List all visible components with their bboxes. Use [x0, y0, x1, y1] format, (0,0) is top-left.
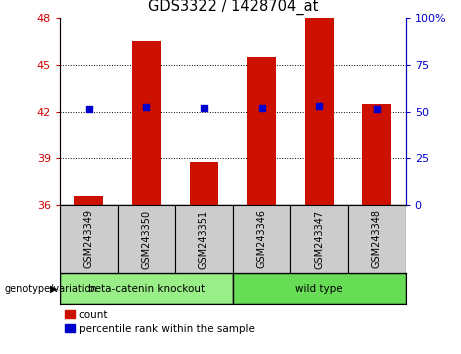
Bar [305, 18, 334, 205]
Bar [362, 104, 391, 205]
Bar [233, 273, 406, 304]
Bar [132, 41, 161, 205]
Bar [290, 205, 348, 273]
Text: genotype/variation: genotype/variation [5, 284, 97, 293]
Text: wild type: wild type [296, 284, 343, 293]
Bar [175, 205, 233, 273]
Legend: count, percentile rank within the sample: count, percentile rank within the sample [65, 310, 254, 334]
Point [85, 106, 92, 112]
Point [373, 106, 381, 112]
Bar [118, 205, 175, 273]
Text: GSM243350: GSM243350 [142, 209, 151, 269]
Bar [247, 57, 276, 205]
Point [258, 105, 266, 111]
Text: GSM243348: GSM243348 [372, 210, 382, 268]
Point [142, 104, 150, 110]
Text: ▶: ▶ [50, 284, 58, 293]
Bar [60, 273, 233, 304]
Title: GDS3322 / 1428704_at: GDS3322 / 1428704_at [148, 0, 318, 15]
Text: GSM243347: GSM243347 [314, 209, 324, 269]
Text: GSM243349: GSM243349 [84, 210, 94, 268]
Point [200, 105, 207, 110]
Bar [60, 205, 118, 273]
Bar [74, 196, 103, 205]
Text: GSM243351: GSM243351 [199, 209, 209, 269]
Bar [348, 205, 406, 273]
Bar [189, 161, 219, 205]
Text: GSM243346: GSM243346 [257, 210, 266, 268]
Text: beta-catenin knockout: beta-catenin knockout [88, 284, 205, 293]
Bar [233, 205, 290, 273]
Point [315, 103, 323, 109]
